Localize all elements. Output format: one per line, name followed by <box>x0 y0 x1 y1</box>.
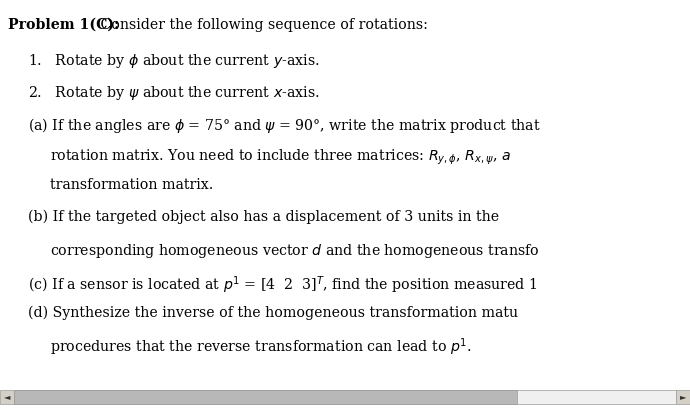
Text: Problem 1(C):: Problem 1(C): <box>8 18 119 32</box>
Text: ►: ► <box>680 393 687 401</box>
Text: 2.   Rotate by $\psi$ about the current $x$-axis.: 2. Rotate by $\psi$ about the current $x… <box>28 84 319 102</box>
Text: (b) If the targeted object also has a displacement of 3 units in the: (b) If the targeted object also has a di… <box>28 210 499 225</box>
Text: ◄: ◄ <box>3 393 10 401</box>
Bar <box>676 390 690 404</box>
Text: 1.   Rotate by $\phi$ about the current $y$-axis.: 1. Rotate by $\phi$ about the current $y… <box>28 52 319 70</box>
Text: Consider the following sequence of rotations:: Consider the following sequence of rotat… <box>96 18 428 32</box>
Text: transformation matrix.: transformation matrix. <box>50 178 213 192</box>
Text: (a) If the angles are $\phi$ = 75° and $\psi$ = 90°, write the matrix product th: (a) If the angles are $\phi$ = 75° and $… <box>28 116 541 135</box>
Bar <box>0 390 14 404</box>
Text: (d) Synthesize the inverse of the homogeneous transformation matu: (d) Synthesize the inverse of the homoge… <box>28 306 518 320</box>
Bar <box>14 390 517 404</box>
Text: corresponding homogeneous vector $d$ and the homogeneous transfo: corresponding homogeneous vector $d$ and… <box>50 242 540 260</box>
Text: procedures that the reverse transformation can lead to $p^1$.: procedures that the reverse transformati… <box>50 336 471 358</box>
Text: (c) If a sensor is located at $p^1$ = [4  2  3]$^T$, find the position measured : (c) If a sensor is located at $p^1$ = [4… <box>28 274 538 295</box>
Bar <box>14 390 676 404</box>
Text: rotation matrix. You need to include three matrices: $R_{y,\phi}$, $R_{x,\psi}$,: rotation matrix. You need to include thr… <box>50 148 511 167</box>
